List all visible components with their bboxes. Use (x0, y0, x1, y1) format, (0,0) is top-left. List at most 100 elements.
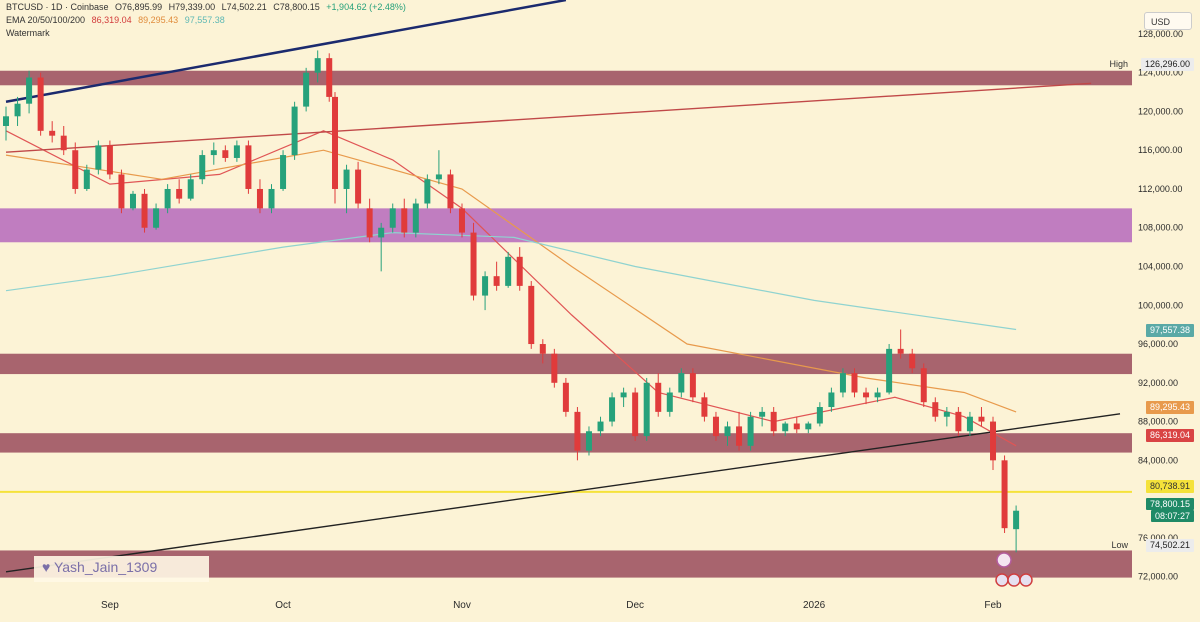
candle[interactable] (326, 58, 333, 97)
candle[interactable] (805, 423, 812, 430)
candle[interactable] (164, 188, 171, 209)
candle[interactable] (470, 232, 477, 296)
candle[interactable] (447, 174, 454, 209)
symbol-label[interactable]: BTCUSD · 1D · Coinbase (6, 2, 109, 12)
candle[interactable] (793, 423, 800, 430)
candle[interactable] (897, 348, 904, 354)
candle[interactable] (493, 276, 500, 286)
candle[interactable] (233, 145, 240, 158)
candle[interactable] (187, 179, 194, 199)
candle[interactable] (366, 208, 373, 238)
candle[interactable] (458, 208, 465, 233)
candle[interactable] (141, 193, 148, 228)
candle[interactable] (597, 421, 604, 432)
candle[interactable] (106, 145, 113, 175)
candle[interactable] (551, 353, 558, 383)
flag-us-icon[interactable] (1019, 573, 1033, 587)
candle[interactable] (909, 353, 916, 369)
candle[interactable] (95, 145, 102, 170)
candle[interactable] (291, 106, 298, 156)
candle[interactable] (505, 256, 512, 286)
candle[interactable] (839, 373, 846, 393)
candle[interactable] (585, 431, 592, 451)
candle[interactable] (562, 382, 569, 412)
candle[interactable] (314, 58, 321, 73)
candle[interactable] (516, 256, 523, 286)
candle[interactable] (343, 169, 350, 189)
candle[interactable] (574, 411, 581, 451)
candle[interactable] (759, 411, 766, 417)
candle[interactable] (643, 382, 650, 437)
candle[interactable] (49, 130, 56, 136)
candle[interactable] (747, 416, 754, 446)
candle[interactable] (412, 203, 419, 233)
candle[interactable] (37, 77, 44, 131)
candle[interactable] (701, 397, 708, 417)
candle[interactable] (256, 188, 263, 209)
candle[interactable] (943, 411, 950, 417)
currency-selector[interactable]: USD (1144, 12, 1192, 30)
candle[interactable] (955, 411, 962, 432)
candle[interactable] (424, 179, 431, 204)
candle[interactable] (153, 208, 160, 228)
candle[interactable] (378, 227, 385, 238)
candle[interactable] (620, 392, 627, 398)
candle[interactable] (966, 416, 973, 432)
zone-red-3[interactable] (0, 433, 1132, 453)
candle[interactable] (978, 416, 985, 422)
candle[interactable] (222, 150, 229, 158)
candle[interactable] (932, 402, 939, 417)
candle[interactable] (72, 150, 79, 189)
candle[interactable] (528, 285, 535, 345)
candle[interactable] (401, 208, 408, 233)
candle[interactable] (920, 368, 927, 403)
candle[interactable] (332, 96, 339, 189)
candle[interactable] (3, 116, 9, 126)
candle[interactable] (678, 373, 685, 393)
trendline-black[interactable] (5, 413, 1121, 573)
candle[interactable] (712, 416, 719, 437)
event-marker-icon[interactable] (996, 552, 1012, 568)
flag-us-icon[interactable] (995, 573, 1009, 587)
candle[interactable] (1001, 460, 1008, 529)
zone-purple-1[interactable] (0, 208, 1132, 243)
candle[interactable] (129, 193, 136, 209)
candle[interactable] (118, 174, 125, 209)
zone-red-0[interactable] (0, 70, 1132, 86)
candle[interactable] (632, 392, 639, 437)
candle[interactable] (666, 392, 673, 412)
flag-us-icon[interactable] (1007, 573, 1021, 587)
watermark-label[interactable]: Watermark (6, 28, 50, 38)
candle[interactable] (828, 392, 835, 408)
candle[interactable] (14, 103, 21, 117)
candle[interactable] (482, 276, 489, 296)
candle[interactable] (1013, 510, 1020, 530)
candle[interactable] (816, 407, 823, 424)
candle[interactable] (539, 344, 546, 354)
candle[interactable] (389, 208, 396, 228)
candle[interactable] (83, 169, 90, 189)
candle[interactable] (724, 426, 731, 437)
candle[interactable] (199, 155, 206, 180)
candle[interactable] (655, 382, 662, 412)
candle[interactable] (782, 423, 789, 432)
candle[interactable] (280, 155, 287, 189)
candle[interactable] (26, 77, 33, 104)
candle[interactable] (689, 373, 696, 398)
candle[interactable] (609, 397, 616, 422)
candle[interactable] (355, 169, 362, 204)
candle[interactable] (770, 411, 777, 432)
candle[interactable] (736, 426, 743, 446)
candle[interactable] (851, 373, 858, 393)
candle[interactable] (874, 392, 881, 398)
candle[interactable] (210, 150, 217, 156)
candle[interactable] (863, 392, 870, 398)
candle[interactable] (886, 348, 893, 393)
candle[interactable] (60, 135, 67, 151)
candle[interactable] (990, 421, 997, 461)
candle[interactable] (268, 188, 275, 209)
trendline-navy[interactable] (5, 0, 567, 103)
candle[interactable] (176, 188, 183, 199)
trendline-red[interactable] (5, 82, 1092, 153)
